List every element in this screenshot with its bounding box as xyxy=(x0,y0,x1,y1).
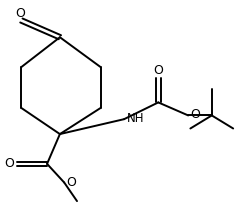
Text: NH: NH xyxy=(127,112,144,125)
Text: O: O xyxy=(15,6,25,20)
Text: O: O xyxy=(66,176,76,189)
Text: O: O xyxy=(153,64,163,77)
Text: O: O xyxy=(5,157,15,170)
Text: O: O xyxy=(190,108,200,121)
